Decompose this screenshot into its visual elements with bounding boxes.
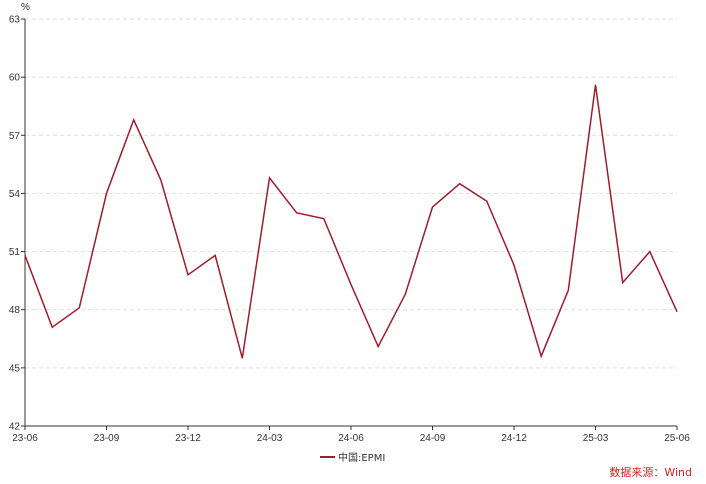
data-point[interactable]	[50, 325, 55, 330]
legend-label: 中国:EPMI	[338, 451, 385, 464]
data-point[interactable]	[457, 181, 462, 186]
data-point[interactable]	[593, 82, 598, 87]
data-point[interactable]	[539, 354, 544, 359]
y-axis-unit-label: %	[21, 2, 30, 13]
data-point[interactable]	[321, 216, 326, 221]
y-tick-label: 51	[9, 247, 21, 258]
data-point[interactable]	[213, 253, 218, 258]
data-point[interactable]	[647, 249, 652, 254]
data-point[interactable]	[267, 175, 272, 180]
y-tick-label: 42	[9, 422, 21, 433]
data-point[interactable]	[675, 309, 680, 314]
data-point[interactable]	[403, 292, 408, 297]
data-point[interactable]	[294, 210, 299, 215]
data-point[interactable]	[104, 191, 109, 196]
y-tick-label: 60	[9, 73, 21, 84]
y-axis-ticks: 42 45 48 51 54 57 60 63	[9, 15, 25, 433]
data-point[interactable]	[566, 288, 571, 293]
data-point[interactable]	[484, 199, 489, 204]
data-point[interactable]	[158, 177, 163, 182]
x-tick-label: 25-03	[583, 433, 609, 444]
x-axis-ticks: 23-06 23-09 23-12 24-03 24-06 24-09 24-12 25-03…	[12, 426, 690, 444]
series-layer	[23, 82, 680, 361]
x-tick-label: 25-06	[664, 433, 690, 444]
data-point[interactable]	[620, 280, 625, 285]
data-point[interactable]	[376, 344, 381, 349]
y-tick-label: 54	[9, 189, 21, 200]
y-tick-label: 48	[9, 305, 21, 316]
x-tick-label: 23-06	[12, 433, 38, 444]
x-tick-label: 23-09	[94, 433, 120, 444]
legend[interactable]: 中国:EPMI	[320, 451, 385, 464]
source-note: 数据来源：Wind	[609, 465, 692, 479]
x-tick-label: 23-12	[175, 433, 201, 444]
series-line	[24, 84, 678, 359]
x-tick-label: 24-09	[420, 433, 446, 444]
data-point[interactable]	[430, 204, 435, 209]
x-tick-label: 24-12	[501, 433, 527, 444]
y-tick-label: 63	[9, 15, 21, 26]
data-point[interactable]	[240, 356, 245, 361]
data-point[interactable]	[23, 253, 28, 258]
y-tick-label: 57	[9, 131, 21, 142]
y-tick-label: 45	[9, 363, 21, 374]
grid-lines	[25, 18, 677, 369]
data-point[interactable]	[77, 305, 82, 310]
x-tick-label: 24-06	[338, 433, 364, 444]
data-point[interactable]	[349, 282, 354, 287]
axes	[24, 19, 677, 427]
data-point[interactable]	[131, 117, 136, 122]
data-point[interactable]	[512, 263, 517, 268]
x-tick-label: 24-03	[257, 433, 283, 444]
data-point[interactable]	[186, 272, 191, 277]
